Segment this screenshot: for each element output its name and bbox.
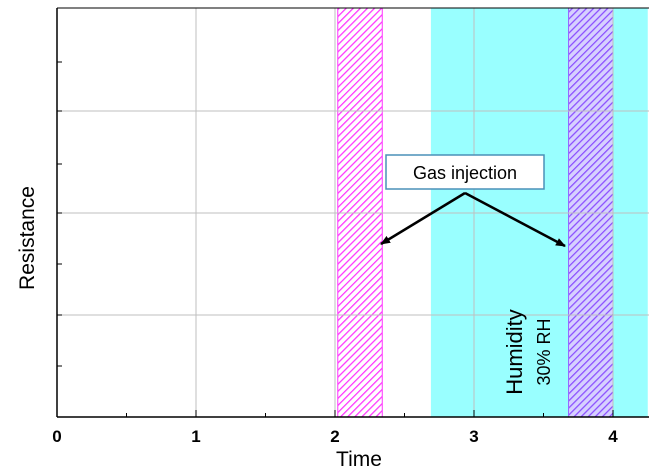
x-tick-label: 4 bbox=[608, 427, 618, 446]
humidity-rh-label-group: 30% RH bbox=[534, 318, 554, 385]
x-tick-labels: 0 1 2 3 4 bbox=[52, 427, 618, 446]
x-tick-label: 2 bbox=[330, 427, 339, 446]
y-axis-title: Resistance bbox=[16, 186, 39, 290]
y-axis-title-group: Resistance bbox=[16, 186, 39, 290]
x-tick-label: 1 bbox=[191, 427, 200, 446]
callout-arrow-right bbox=[464, 191, 566, 248]
humidity-rh-label: 30% RH bbox=[534, 318, 554, 385]
x-axis-title: Time bbox=[336, 448, 382, 470]
x-tick-label: 0 bbox=[52, 427, 61, 446]
callout-text: Gas injection bbox=[413, 163, 517, 183]
humidity-label: Humidity bbox=[502, 309, 527, 395]
gas-injection-callout: Gas injection bbox=[380, 154, 566, 248]
callout-arrow-left bbox=[380, 191, 466, 246]
grid-lines bbox=[57, 8, 649, 417]
callout-box bbox=[385, 154, 545, 190]
humidity-label-group: Humidity bbox=[502, 309, 527, 395]
x-tick-label: 3 bbox=[469, 427, 478, 446]
axes bbox=[56, 7, 649, 418]
